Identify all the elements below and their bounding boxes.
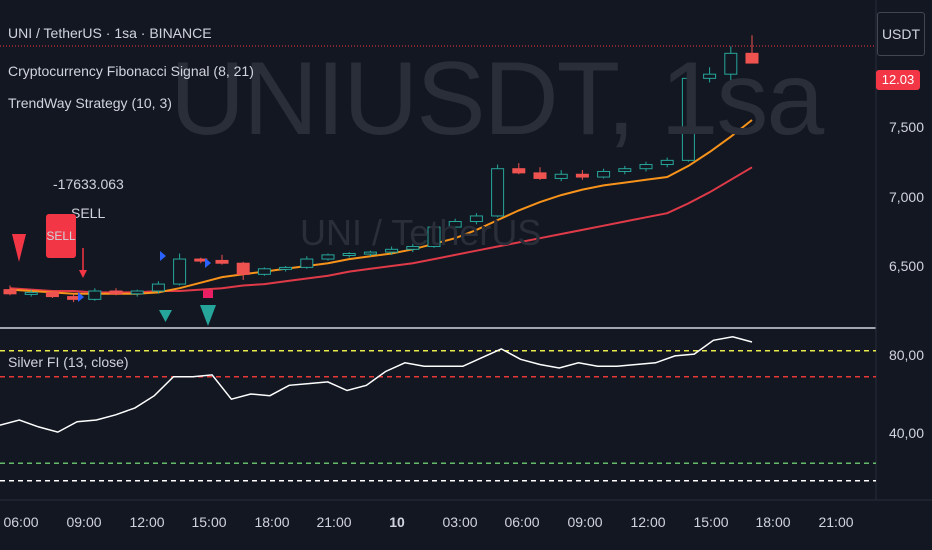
candle-down (45, 291, 59, 298)
candle-down (512, 168, 526, 174)
buy-marker-icon (159, 310, 172, 322)
candle-down (67, 296, 81, 300)
price-tick: 7,500 (888, 119, 924, 135)
buy-marker-icon (200, 305, 216, 326)
indicator-fibonacci-label[interactable]: Cryptocurrency Fibonacci Signal (8, 21) (8, 63, 254, 79)
candle-down (109, 290, 123, 295)
direction-marker-icon (78, 292, 84, 302)
price-tick: 7,000 (888, 189, 924, 205)
candle-up (300, 258, 314, 268)
candle-up (342, 252, 356, 256)
sell-arrow-icon (12, 234, 26, 262)
candle-up (448, 221, 462, 228)
candle-up (279, 266, 293, 270)
time-tick: 18:00 (755, 514, 791, 530)
candle-down (215, 259, 229, 264)
time-tick: 06:00 (3, 514, 39, 530)
candle-up (151, 283, 165, 292)
symbol-title[interactable]: UNI / TetherUS · 1sa · BINANCE (8, 25, 212, 41)
candle-up (597, 170, 611, 178)
last-price-badge: 12.03 (876, 70, 920, 90)
signal-sell-label: SELL (71, 205, 106, 221)
osc-tick: 80,00 (888, 347, 924, 363)
candle-up (618, 168, 632, 172)
candle-up (406, 246, 420, 250)
candle-up (173, 258, 187, 285)
candle-up (469, 215, 483, 223)
osc-tick: 40,00 (888, 425, 924, 441)
time-tick: 09:00 (567, 514, 603, 530)
indicator-trendway-label[interactable]: TrendWay Strategy (10, 3) (8, 95, 172, 111)
time-tick: 12:00 (630, 514, 666, 530)
time-tick: 15:00 (693, 514, 729, 530)
sell-signal-badge: SELL (46, 214, 76, 258)
candle-up (427, 226, 441, 248)
candle-down (533, 172, 547, 179)
time-tick: 03:00 (442, 514, 478, 530)
time-tick: 21:00 (818, 514, 854, 530)
candle-down (745, 52, 759, 64)
candle-up (703, 73, 717, 79)
candle-up (491, 168, 505, 217)
oscillator-line (0, 336, 753, 433)
time-tick: 15:00 (191, 514, 227, 530)
time-tick: 12:00 (129, 514, 165, 530)
time-tick: 10 (389, 514, 405, 530)
signal-flag-icon (203, 290, 213, 298)
sell-pointer-icon (79, 270, 87, 278)
candle-up (363, 251, 377, 255)
candle-up (130, 290, 144, 295)
signal-value: -17633.063 (53, 176, 124, 192)
candle-up (724, 52, 738, 75)
direction-marker-icon (205, 258, 211, 268)
time-tick: 09:00 (66, 514, 102, 530)
direction-marker-icon (160, 251, 166, 261)
candle-up (660, 159, 674, 166)
candle-up (24, 291, 38, 295)
candle-up (681, 77, 695, 161)
candle-up (321, 254, 335, 260)
candle-down (575, 173, 589, 178)
oscillator-label[interactable]: Silver FI (13, close) (8, 354, 129, 370)
price-tick: 6,500 (888, 258, 924, 274)
time-tick: 06:00 (504, 514, 540, 530)
time-tick: 18:00 (254, 514, 290, 530)
candle-down (236, 262, 250, 275)
candle-up (88, 290, 102, 300)
candle-down (3, 289, 17, 295)
candle-up (554, 173, 568, 179)
candle-up (639, 164, 653, 170)
currency-button[interactable]: USDT (877, 12, 925, 56)
candle-up (257, 268, 271, 275)
candle-up (385, 248, 399, 253)
time-tick: 21:00 (316, 514, 352, 530)
